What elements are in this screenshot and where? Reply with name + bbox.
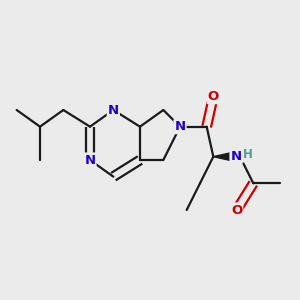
Text: N: N: [174, 120, 186, 133]
Text: O: O: [231, 203, 242, 217]
Text: N: N: [230, 150, 242, 163]
Text: N: N: [84, 154, 96, 166]
Text: H: H: [242, 148, 252, 161]
Text: O: O: [208, 90, 219, 103]
Text: N: N: [108, 103, 119, 116]
Polygon shape: [213, 151, 240, 163]
